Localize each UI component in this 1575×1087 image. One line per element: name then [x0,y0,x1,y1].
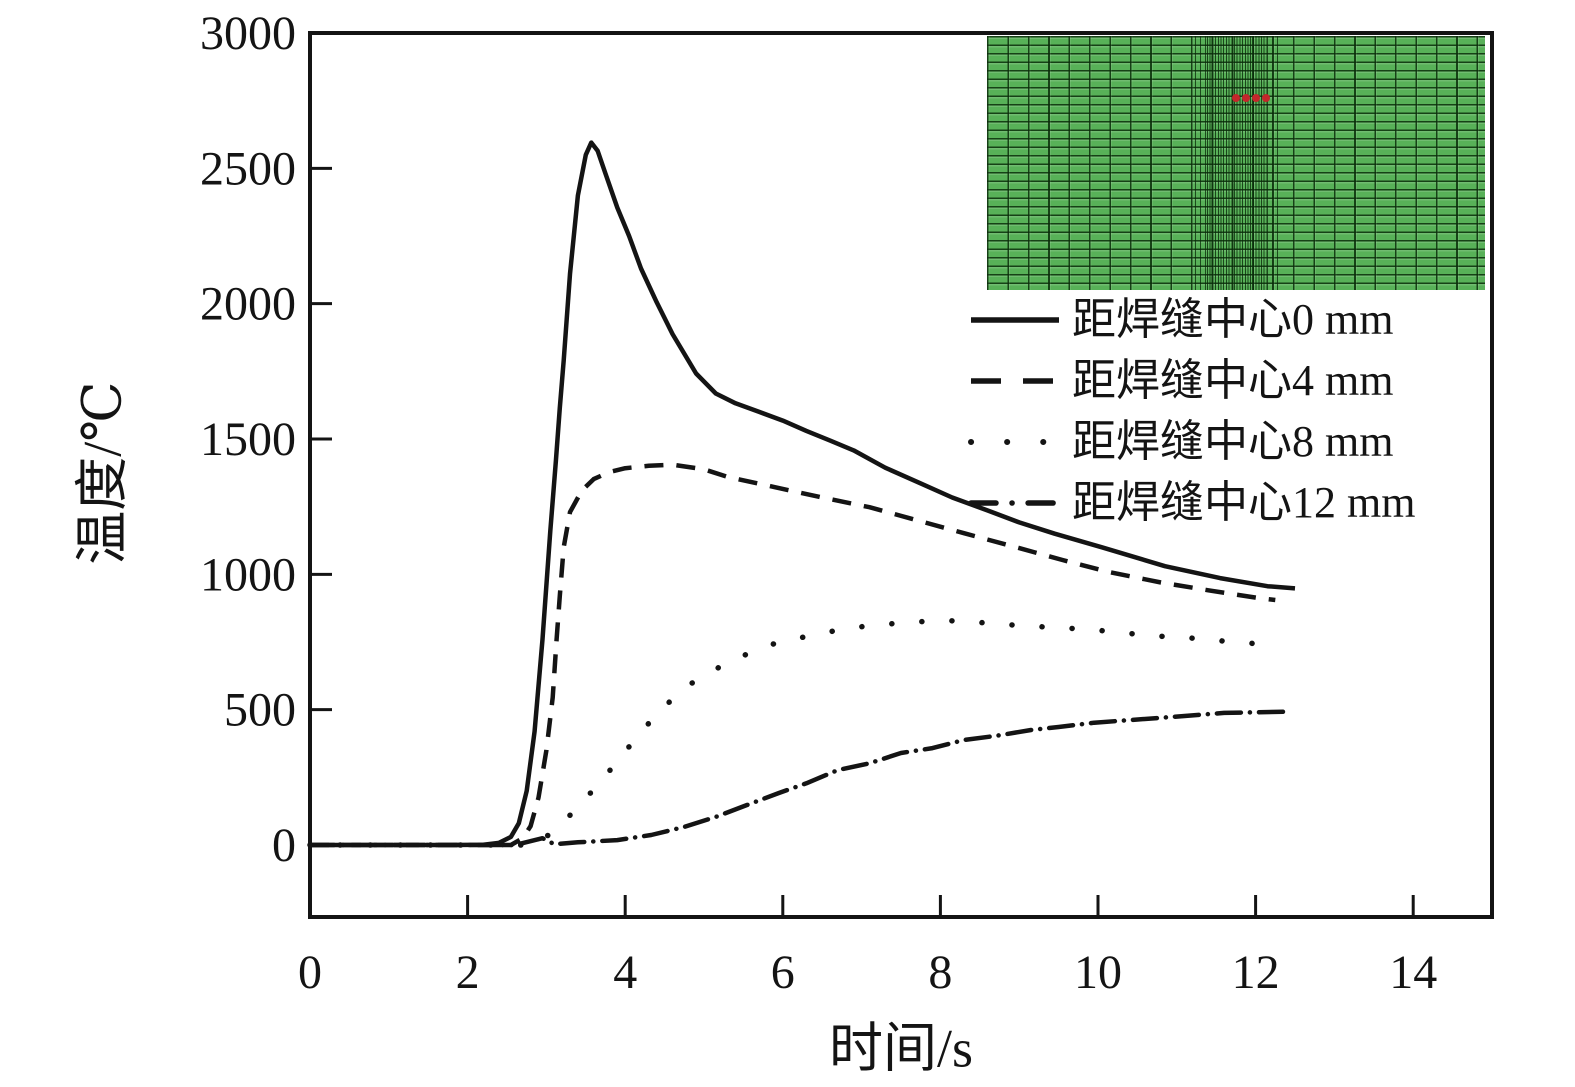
y-tick-label: 2500 [200,142,296,195]
legend-line-sample-solid [971,316,1059,323]
y-tick-label: 3000 [200,7,296,60]
x-axis-title: 时间/s [828,1018,974,1079]
legend-label: 距焊缝中心4 mm [1072,355,1394,405]
measurement-point-marker [1232,94,1240,102]
y-tick-label: 2000 [200,278,296,331]
mesh-transition-zone-right [1266,36,1279,290]
legend-item-0mm: 距焊缝中心0 mm [968,289,1415,350]
x-tick-label: 6 [771,946,795,999]
legend-label: 距焊缝中心8 mm [1072,416,1394,466]
y-tick-label: 500 [224,684,296,737]
x-tick-label: 2 [456,946,480,999]
curve-solid-0mm [310,140,1296,848]
legend-line-sample-dashed [971,377,1059,384]
y-tick-label: 0 [272,819,296,872]
y-axis-title: 温度/℃ [72,381,133,565]
legend-item-8mm: 距焊缝中心8 mm [968,411,1415,472]
legend-label: 距焊缝中心0 mm [1072,294,1394,344]
y-tick-label: 1000 [200,548,296,601]
plot-frame [308,31,1494,919]
curve-dotted-8mm [307,617,1279,848]
curve-dashdot-12mm [307,709,1294,848]
measurement-point-marker [1252,94,1260,102]
measurement-point-marker [1242,94,1250,102]
x-tick-label: 10 [1074,946,1122,999]
legend-item-12mm: 距焊缝中心12 mm [968,472,1415,533]
legend: 距焊缝中心0 mm 距焊缝中心4 mm 距焊缝中心8 mm 距焊缝中心12 mm [968,289,1415,533]
x-tick-label: 8 [928,946,952,999]
mesh-transition-zone-left [1195,36,1208,290]
legend-item-4mm: 距焊缝中心4 mm [968,350,1415,411]
legend-label: 距焊缝中心12 mm [1072,477,1416,527]
x-tick-label: 4 [613,946,637,999]
measurement-point-marker [1262,94,1270,102]
mesh-inset [987,36,1485,290]
x-tick-label: 12 [1232,946,1280,999]
legend-line-sample-dotted [968,438,1062,445]
x-tick-label: 0 [298,946,322,999]
mesh-fine-zone-weld-seam [1207,36,1267,290]
legend-line-sample-dashdot [968,499,1062,506]
x-tick-label: 14 [1389,946,1437,999]
y-tick-label: 1500 [200,413,296,466]
curve-dashed-4mm [310,462,1276,848]
